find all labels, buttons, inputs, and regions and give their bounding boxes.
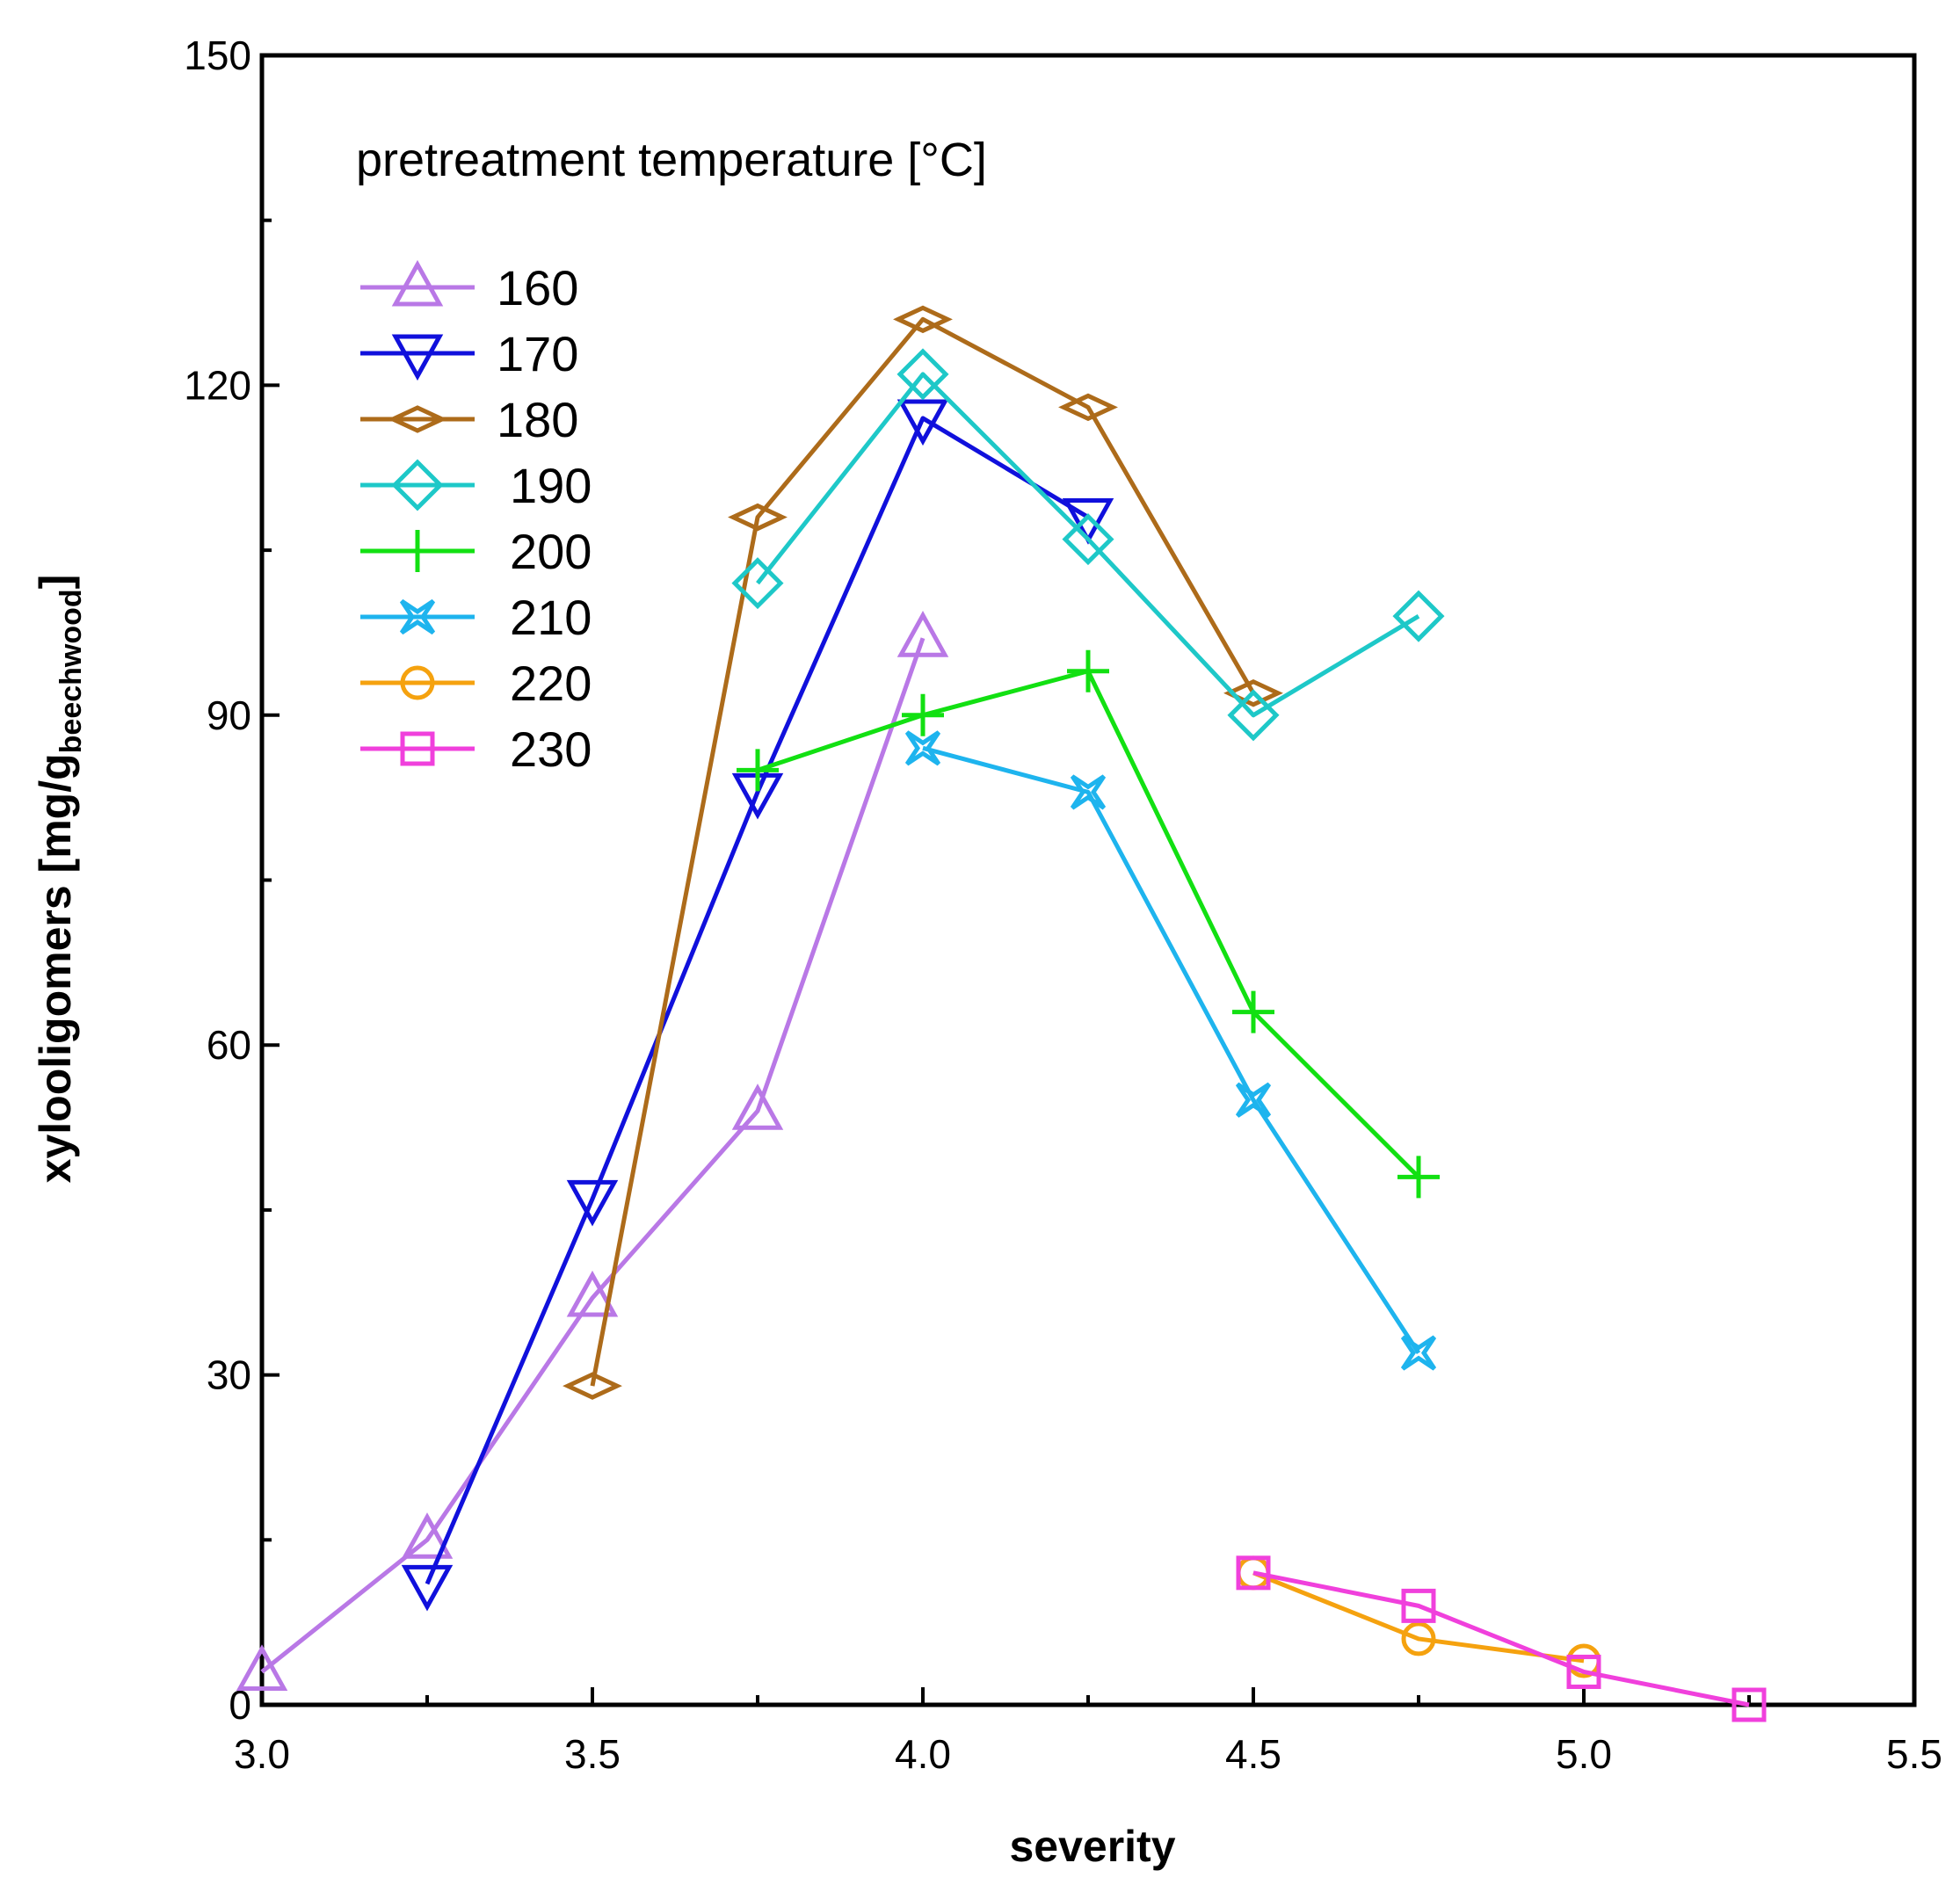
- legend-item-200: 200: [360, 524, 592, 579]
- data-point-160: [236, 1644, 288, 1691]
- series-230: [1236, 1555, 1767, 1722]
- data-point-200: [737, 749, 779, 792]
- data-point-180: [893, 305, 953, 334]
- tick-marks: [262, 218, 1751, 1705]
- legend-label-220: 220: [510, 656, 592, 711]
- x-axis-title: severity: [1009, 1822, 1175, 1871]
- legend-marker-230: [400, 731, 435, 766]
- legend-marker-220: [400, 665, 435, 700]
- series-line-160: [260, 637, 926, 1674]
- data-point-190: [1227, 689, 1280, 742]
- y-axis-title-main: xylooligomers [mg/g: [31, 753, 80, 1183]
- data-point-200: [1232, 990, 1274, 1033]
- y-axis-title-subscript: beechwood: [54, 589, 88, 753]
- y-tick-label: 90: [207, 692, 251, 738]
- legend-marker-180: [388, 405, 447, 433]
- legend-marker-210: [399, 598, 436, 635]
- legend-item-170: 170: [360, 326, 578, 381]
- legend-item-160: 160: [360, 259, 578, 315]
- legend-label-230: 230: [510, 721, 592, 777]
- legend-item-220: 220: [360, 656, 592, 711]
- data-point-210: [1070, 774, 1107, 810]
- data-point-160: [566, 1270, 619, 1317]
- legend-label-200: 200: [510, 524, 592, 579]
- x-tick-label: 4.0: [895, 1731, 951, 1777]
- data-point-210: [1235, 1082, 1272, 1118]
- data-point-230: [1731, 1687, 1767, 1722]
- data-point-210: [1400, 1335, 1437, 1371]
- data-point-160: [401, 1512, 454, 1559]
- legend: 160 170 180 190 200 210 220 230: [360, 259, 592, 777]
- data-point-170: [401, 1564, 454, 1612]
- y-tick-label: 150: [184, 33, 251, 78]
- data-point-200: [1397, 1156, 1440, 1199]
- series-line-230: [1252, 1570, 1750, 1707]
- y-tick-label: 120: [184, 362, 251, 408]
- y-tick-label: 60: [207, 1022, 251, 1068]
- data-point-180: [1058, 393, 1118, 422]
- data-point-190: [1062, 513, 1114, 566]
- series-200: [737, 649, 1440, 1199]
- x-tick-label: 3.0: [234, 1731, 290, 1777]
- legend-marker-190: [391, 459, 444, 511]
- x-tick-label: 4.5: [1225, 1731, 1281, 1777]
- x-tick-label: 3.5: [564, 1731, 621, 1777]
- legend-item-210: 210: [360, 590, 592, 645]
- series-layer: [236, 305, 1767, 1722]
- data-point-180: [728, 503, 788, 532]
- legend-item-230: 230: [360, 721, 592, 777]
- data-point-180: [563, 1372, 622, 1400]
- data-point-210: [904, 730, 941, 766]
- series-line-170: [425, 416, 1090, 1585]
- legend-title: pretreatment temperature [°C]: [356, 134, 987, 186]
- data-point-170: [897, 399, 949, 446]
- legend-label-210: 210: [510, 590, 592, 645]
- legend-marker-200: [396, 530, 439, 572]
- data-point-220: [1401, 1621, 1436, 1656]
- data-point-230: [1401, 1588, 1436, 1623]
- data-point-190: [731, 557, 784, 610]
- y-axis-title-close: ]: [31, 575, 80, 590]
- series-line-180: [590, 316, 1256, 1387]
- x-tick-label: 5.5: [1886, 1731, 1942, 1777]
- data-point-160: [897, 611, 949, 657]
- data-point-200: [1067, 649, 1109, 692]
- legend-marker-170: [391, 334, 444, 381]
- data-point-190: [1392, 590, 1445, 642]
- legend-label-190: 190: [510, 458, 592, 513]
- series-line-220: [1252, 1570, 1585, 1664]
- legend-item-180: 180: [360, 392, 578, 447]
- data-point-190: [897, 348, 949, 401]
- data-point-200: [902, 693, 944, 736]
- legend-marker-160: [391, 259, 444, 307]
- legend-item-190: 190: [360, 458, 592, 513]
- data-point-230: [1566, 1654, 1601, 1689]
- y-tick-label: 30: [207, 1352, 251, 1398]
- series-190: [731, 348, 1445, 742]
- series-line-190: [756, 372, 1420, 718]
- data-point-170: [1062, 498, 1114, 545]
- data-point-230: [1236, 1555, 1271, 1591]
- legend-label-170: 170: [497, 326, 578, 381]
- legend-label-160: 160: [497, 260, 578, 315]
- series-210: [904, 730, 1437, 1371]
- y-axis-title: xylooligomers [mg/gbeechwood]: [31, 575, 88, 1184]
- series-line-210: [922, 745, 1421, 1354]
- legend-label-180: 180: [497, 392, 578, 447]
- series-160: [236, 611, 949, 1691]
- data-point-160: [731, 1084, 784, 1130]
- data-point-170: [566, 1179, 619, 1227]
- x-tick-label: 5.0: [1556, 1731, 1612, 1777]
- series-170: [401, 399, 1114, 1612]
